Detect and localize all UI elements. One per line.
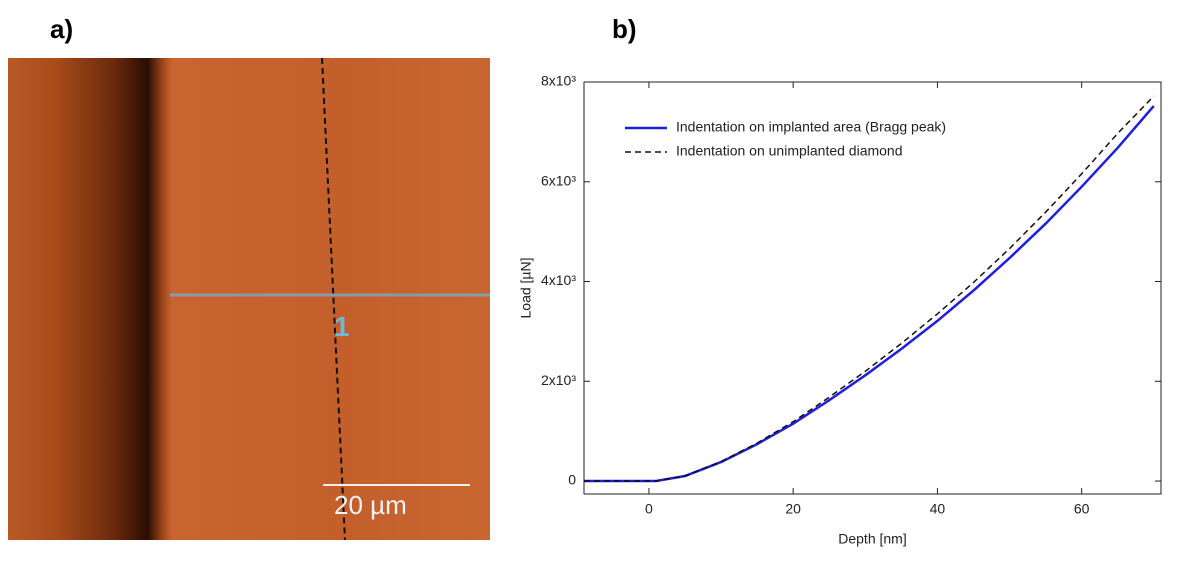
x-tick-label: 60 (1074, 501, 1090, 517)
profile-line (321, 57, 346, 541)
legend-label: Indentation on unimplanted diamond (676, 143, 903, 159)
y-tick-label: 2x10³ (541, 372, 576, 388)
x-tick-label: 40 (930, 501, 946, 517)
data-line (584, 105, 1155, 483)
y-tick-label: 8x10³ (541, 73, 576, 89)
panel-label: b) (612, 14, 637, 44)
afm-surface (8, 58, 490, 540)
afm-image: 1 20 µm (8, 57, 490, 541)
y-tick-label: 0 (568, 472, 576, 488)
x-tick-label: 20 (785, 501, 801, 517)
data-line (584, 95, 1155, 482)
y-axis-title: Load [µN] (518, 258, 534, 319)
y-tick-label: 4x10³ (541, 272, 576, 288)
chart: 0 20 40 60 0 2x10³ 4x10³ 6x10³ 8x10³ Depth [nm] Lo… (518, 73, 1162, 547)
plot-frame (583, 81, 1162, 495)
scale-bar-label: 20 µm (334, 490, 407, 520)
legend-label: Indentation on implanted area (Bragg pea… (676, 119, 946, 135)
panel-label: a) (50, 14, 73, 44)
x-tick-label: 0 (645, 501, 653, 517)
marker-label: 1 (334, 311, 350, 342)
y-tick-label: 6x10³ (541, 172, 576, 188)
x-axis-title: Depth [nm] (838, 531, 906, 547)
